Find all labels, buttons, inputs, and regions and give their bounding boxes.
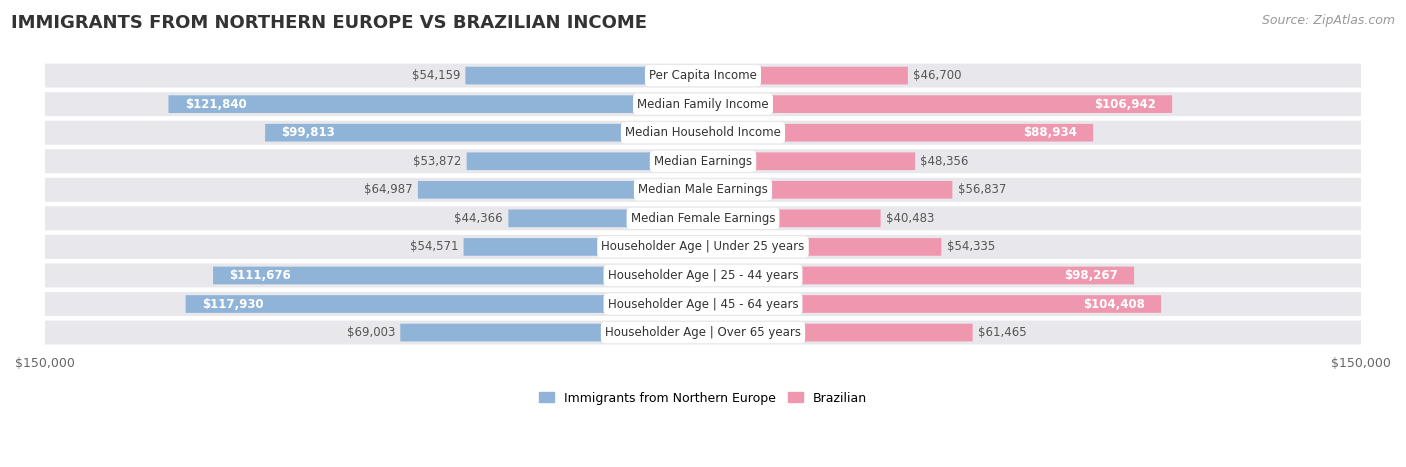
Text: $56,837: $56,837 (957, 184, 1005, 196)
Text: $53,872: $53,872 (413, 155, 461, 168)
Text: $121,840: $121,840 (186, 98, 246, 111)
FancyBboxPatch shape (266, 124, 703, 142)
FancyBboxPatch shape (703, 67, 908, 85)
FancyBboxPatch shape (45, 92, 1361, 116)
FancyBboxPatch shape (45, 263, 1361, 288)
Text: $46,700: $46,700 (912, 69, 962, 82)
FancyBboxPatch shape (45, 149, 1361, 173)
Text: $44,366: $44,366 (454, 212, 503, 225)
FancyBboxPatch shape (703, 238, 942, 256)
Text: $54,335: $54,335 (946, 241, 995, 254)
FancyBboxPatch shape (703, 124, 1092, 142)
Text: Median Female Earnings: Median Female Earnings (631, 212, 775, 225)
FancyBboxPatch shape (418, 181, 703, 198)
Text: Householder Age | 25 - 44 years: Householder Age | 25 - 44 years (607, 269, 799, 282)
Text: Source: ZipAtlas.com: Source: ZipAtlas.com (1261, 14, 1395, 27)
Text: $61,465: $61,465 (979, 326, 1026, 339)
Text: $99,813: $99,813 (281, 126, 335, 139)
Text: Median Male Earnings: Median Male Earnings (638, 184, 768, 196)
Text: $69,003: $69,003 (347, 326, 395, 339)
Legend: Immigrants from Northern Europe, Brazilian: Immigrants from Northern Europe, Brazili… (534, 387, 872, 410)
FancyBboxPatch shape (703, 295, 1161, 313)
FancyBboxPatch shape (703, 324, 973, 341)
FancyBboxPatch shape (703, 181, 952, 198)
Text: Householder Age | 45 - 64 years: Householder Age | 45 - 64 years (607, 297, 799, 311)
Text: $98,267: $98,267 (1064, 269, 1118, 282)
Text: $54,571: $54,571 (409, 241, 458, 254)
Text: $88,934: $88,934 (1022, 126, 1077, 139)
FancyBboxPatch shape (45, 120, 1361, 145)
FancyBboxPatch shape (703, 267, 1135, 284)
Text: Median Family Income: Median Family Income (637, 98, 769, 111)
Text: $48,356: $48,356 (921, 155, 969, 168)
FancyBboxPatch shape (465, 67, 703, 85)
FancyBboxPatch shape (214, 267, 703, 284)
FancyBboxPatch shape (186, 295, 703, 313)
FancyBboxPatch shape (467, 152, 703, 170)
FancyBboxPatch shape (45, 178, 1361, 202)
Text: Per Capita Income: Per Capita Income (650, 69, 756, 82)
Text: $104,408: $104,408 (1083, 297, 1144, 311)
Text: $106,942: $106,942 (1094, 98, 1156, 111)
Text: $117,930: $117,930 (202, 297, 264, 311)
FancyBboxPatch shape (45, 64, 1361, 88)
Text: Householder Age | Under 25 years: Householder Age | Under 25 years (602, 241, 804, 254)
FancyBboxPatch shape (703, 152, 915, 170)
FancyBboxPatch shape (703, 95, 1173, 113)
Text: $54,159: $54,159 (412, 69, 460, 82)
Text: Householder Age | Over 65 years: Householder Age | Over 65 years (605, 326, 801, 339)
FancyBboxPatch shape (45, 320, 1361, 345)
FancyBboxPatch shape (169, 95, 703, 113)
FancyBboxPatch shape (45, 292, 1361, 316)
FancyBboxPatch shape (45, 235, 1361, 259)
FancyBboxPatch shape (464, 238, 703, 256)
Text: Median Household Income: Median Household Income (626, 126, 780, 139)
Text: $64,987: $64,987 (364, 184, 412, 196)
Text: IMMIGRANTS FROM NORTHERN EUROPE VS BRAZILIAN INCOME: IMMIGRANTS FROM NORTHERN EUROPE VS BRAZI… (11, 14, 647, 32)
Text: Median Earnings: Median Earnings (654, 155, 752, 168)
FancyBboxPatch shape (401, 324, 703, 341)
Text: $111,676: $111,676 (229, 269, 291, 282)
FancyBboxPatch shape (509, 210, 703, 227)
FancyBboxPatch shape (45, 206, 1361, 230)
FancyBboxPatch shape (703, 210, 880, 227)
Text: $40,483: $40,483 (886, 212, 934, 225)
